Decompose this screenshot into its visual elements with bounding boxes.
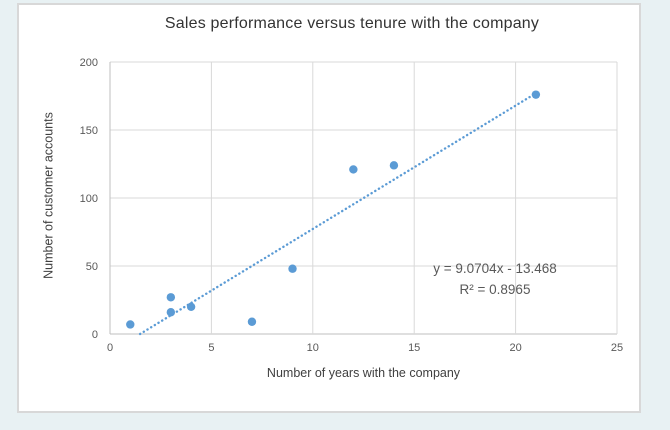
x-tick-label: 25	[611, 342, 623, 354]
x-tick-label: 5	[208, 342, 214, 354]
y-tick-label: 50	[86, 261, 98, 273]
y-tick-label: 0	[92, 329, 98, 341]
equation-line: y = 9.0704x - 13.468	[433, 261, 557, 276]
data-point	[186, 302, 196, 311]
data-point	[166, 293, 176, 302]
data-point	[349, 165, 358, 174]
chart-container[interactable]: Sales performance versus tenure with the…	[17, 3, 641, 413]
trendline	[138, 92, 538, 336]
r-squared-line: R² = 0.8965	[459, 282, 531, 297]
data-point	[166, 308, 176, 317]
data-point	[389, 161, 399, 170]
x-tick-label: 10	[307, 342, 319, 354]
data-point	[531, 90, 541, 99]
y-tick-label: 200	[80, 57, 98, 69]
y-tick-label: 100	[80, 193, 98, 205]
data-point	[288, 264, 297, 273]
x-tick-label: 15	[408, 342, 420, 354]
trendline-equation-label: y = 9.0704x - 13.468 R² = 0.8965	[395, 258, 595, 300]
x-axis-title: Number of years with the company	[266, 366, 461, 380]
chart-title: Sales performance versus tenure with the…	[164, 15, 540, 32]
plot-area: 0 50 100 150 200 0 5 10 15 20 25	[80, 57, 623, 354]
x-tick-label: 0	[107, 342, 113, 354]
data-point	[126, 320, 135, 329]
y-tick-label: 150	[80, 125, 98, 137]
data-point	[247, 317, 257, 326]
x-tick-label: 20	[509, 342, 521, 354]
